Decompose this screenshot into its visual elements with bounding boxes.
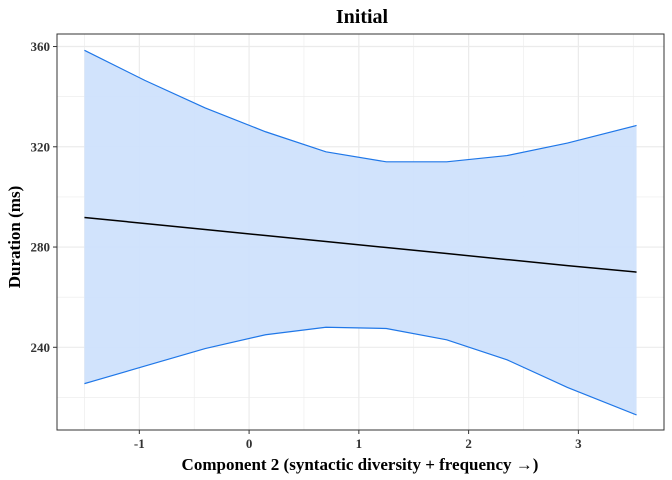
confidence-lower-line <box>84 326 637 416</box>
y-axis-title: Duration (ms) <box>5 186 24 288</box>
y-tick-label: 320 <box>31 139 51 154</box>
x-tick-label: 1 <box>356 436 363 451</box>
plot-panel-border <box>56 33 665 431</box>
x-axis: -1 0 1 2 3 <box>134 430 582 451</box>
y-tick-label: 240 <box>31 340 51 355</box>
x-tick-label: 0 <box>246 436 253 451</box>
confidence-upper-line <box>84 49 637 163</box>
x-tick-label: 2 <box>465 436 472 451</box>
y-axis: 240 280 320 360 <box>31 39 57 355</box>
y-tick-label: 360 <box>31 39 51 54</box>
x-tick-label: 3 <box>575 436 582 451</box>
fit-line <box>84 216 637 273</box>
confidence-band <box>84 50 637 415</box>
x-tick-label: -1 <box>134 436 145 451</box>
chart-title: Initial <box>336 6 389 28</box>
y-tick-label: 280 <box>31 240 51 255</box>
x-axis-title: Component 2 (syntactic diversity + frequ… <box>182 455 539 474</box>
